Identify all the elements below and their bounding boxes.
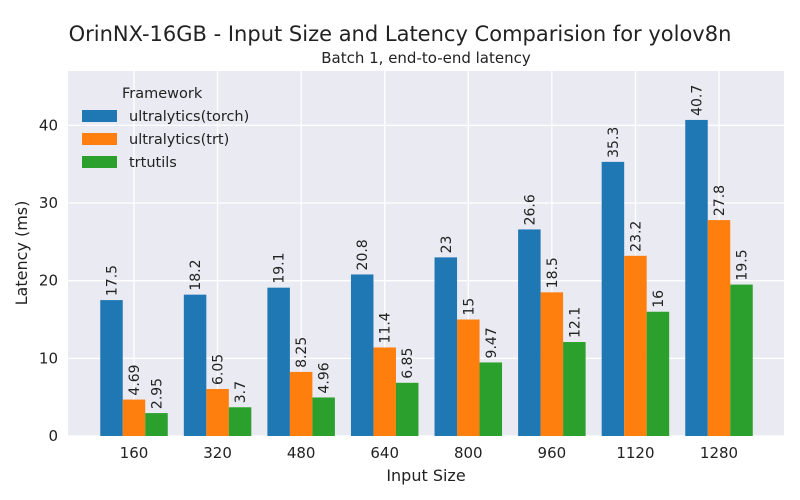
legend-entry: trtutils (129, 155, 177, 171)
data-label: 20.8 (355, 239, 371, 270)
legend-entry: ultralytics(torch) (129, 109, 249, 125)
bar (228, 407, 252, 436)
y-axis-label: Latency (ms) (12, 201, 31, 306)
y-tick-label: 20 (39, 272, 58, 290)
bar (601, 161, 625, 437)
data-label: 26.6 (522, 194, 538, 225)
data-label: 12.1 (567, 307, 583, 338)
data-label: 19.5 (735, 249, 751, 280)
x-axis-label: Input Size (386, 466, 465, 485)
legend-swatch (82, 133, 117, 145)
data-label: 4.96 (317, 362, 333, 393)
bar (100, 300, 123, 436)
y-tick-label: 30 (39, 194, 58, 212)
data-label: 27.8 (712, 185, 728, 216)
data-label: 40.7 (690, 85, 706, 116)
legend-swatch (82, 110, 117, 122)
x-tick-labels: 160 320 480 640 800 960 1120 1280 (120, 444, 738, 462)
data-label: 8.25 (294, 337, 310, 368)
bar (183, 294, 207, 436)
y-tick-label: 0 (48, 427, 58, 445)
bar (289, 371, 313, 436)
bars-group: 17.5 4.69 2.95 18.2 6.05 3.7 19.1 8.25 4.96 20.8 1… (100, 85, 753, 437)
bar (350, 274, 374, 436)
bar (540, 292, 564, 436)
data-label: 17.5 (105, 265, 121, 296)
bar (145, 413, 168, 436)
x-tick-label: 800 (454, 444, 483, 462)
y-tick-label: 10 (39, 349, 58, 367)
bar (563, 342, 586, 436)
chart-title: OrinNX-16GB - Input Size and Latency Com… (69, 22, 732, 46)
chart-subtitle: Batch 1, end-to-end latency (321, 49, 531, 67)
bar (395, 382, 419, 436)
x-tick-label: 160 (120, 444, 149, 462)
bar (457, 319, 480, 436)
data-label: 18.2 (188, 259, 204, 290)
x-tick-label: 960 (538, 444, 567, 462)
bar (707, 220, 731, 436)
bar (730, 284, 753, 436)
legend-swatch (82, 156, 117, 168)
data-label: 18.5 (545, 257, 561, 288)
legend-title: Framework (122, 86, 203, 102)
x-tick-label: 480 (287, 444, 316, 462)
data-label: 11.4 (378, 312, 394, 343)
bar (685, 119, 708, 436)
bar (206, 389, 229, 436)
bar (518, 229, 541, 436)
bar (312, 397, 335, 436)
data-label: 6.05 (211, 354, 227, 385)
bar (624, 255, 647, 436)
x-tick-label: 640 (370, 444, 399, 462)
bar (646, 311, 670, 436)
data-label: 35.3 (606, 127, 622, 158)
bar (267, 287, 290, 436)
bar (122, 399, 146, 436)
data-label: 23.2 (628, 221, 644, 252)
y-tick-label: 40 (39, 116, 58, 134)
x-tick-label: 320 (203, 444, 232, 462)
data-label: 15 (461, 298, 477, 316)
data-label: 6.85 (400, 348, 416, 379)
data-label: 4.69 (127, 364, 143, 395)
data-label: 3.7 (233, 381, 249, 403)
data-label: 2.95 (150, 378, 166, 409)
x-tick-label: 1120 (616, 444, 654, 462)
data-label: 16 (651, 290, 667, 308)
legend-entry: ultralytics(trt) (129, 132, 229, 148)
data-label: 23 (439, 236, 455, 254)
bar (479, 362, 503, 436)
bar (434, 257, 458, 436)
data-label: 9.47 (484, 327, 500, 358)
y-tick-labels: 0 10 20 30 40 (39, 116, 58, 445)
data-label: 19.1 (272, 252, 288, 283)
legend: Framework ultralytics(torch) ultralytics(… (82, 86, 249, 171)
x-tick-label: 1280 (700, 444, 738, 462)
bar (373, 347, 396, 436)
